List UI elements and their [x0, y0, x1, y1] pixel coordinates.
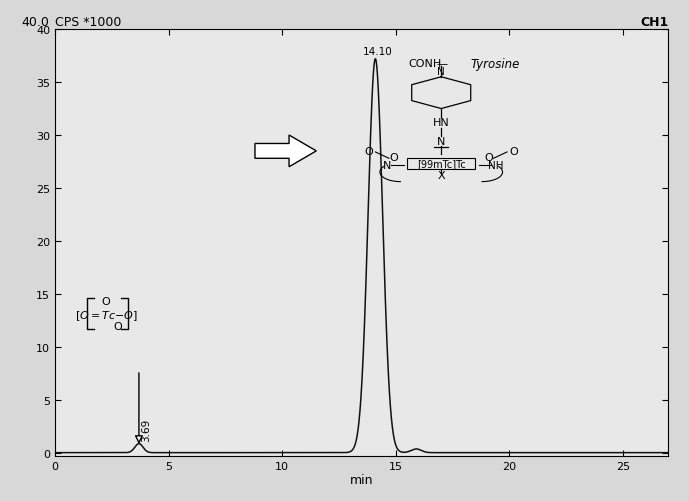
Text: O: O — [510, 147, 518, 157]
Text: NH: NH — [488, 160, 504, 170]
Text: O: O — [113, 321, 122, 331]
Text: N: N — [438, 67, 445, 77]
Bar — [407, 158, 475, 170]
X-axis label: min: min — [350, 473, 373, 486]
Text: N: N — [437, 137, 445, 147]
Polygon shape — [255, 136, 316, 167]
Text: N: N — [382, 160, 391, 170]
Text: 40.0: 40.0 — [21, 16, 49, 29]
Text: —: — — [437, 59, 448, 69]
Text: $[O{=}Tc{-}O]$: $[O{=}Tc{-}O]$ — [74, 309, 138, 322]
Text: [99mTc]Tc: [99mTc]Tc — [417, 159, 466, 169]
Text: Tyrosine: Tyrosine — [471, 58, 520, 70]
Text: O: O — [389, 153, 398, 163]
Text: O: O — [484, 153, 493, 163]
Text: CH1: CH1 — [640, 16, 668, 29]
Text: CONH: CONH — [408, 59, 441, 69]
Text: X: X — [438, 170, 445, 180]
Text: O: O — [364, 147, 373, 157]
Text: CPS *1000: CPS *1000 — [55, 16, 121, 29]
Text: 14.10: 14.10 — [362, 47, 393, 57]
Text: 3.69: 3.69 — [142, 418, 152, 441]
Text: O: O — [102, 297, 111, 307]
Text: HN: HN — [433, 118, 450, 128]
